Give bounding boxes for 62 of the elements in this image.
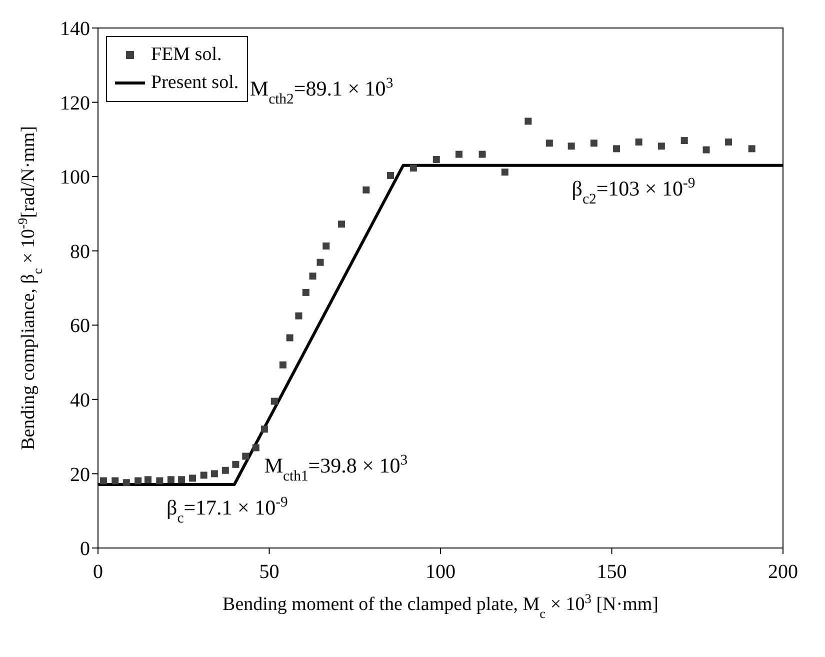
point bbox=[322, 242, 330, 250]
point bbox=[546, 140, 553, 147]
point bbox=[178, 476, 186, 484]
annotation: β$_{c2}$=103 × 10$^{-9}$ bbox=[572, 175, 696, 208]
y-tick-label: 120 bbox=[60, 92, 90, 114]
point bbox=[702, 146, 710, 154]
point bbox=[295, 312, 302, 320]
point bbox=[748, 145, 756, 152]
annotation: M$_{cth2}$=89.1 × 10$^{3}$ bbox=[250, 75, 394, 108]
point bbox=[156, 477, 164, 484]
x-axis-title: Bending moment of the clamped plate, M$_{c}$ × 10$^{3}$ [N·mm] bbox=[222, 590, 658, 620]
x-tick-label: 50 bbox=[259, 561, 280, 584]
point bbox=[252, 444, 260, 452]
y-tick-label: 40 bbox=[70, 390, 90, 412]
point bbox=[362, 186, 370, 194]
point bbox=[302, 288, 310, 296]
point bbox=[189, 474, 196, 482]
annotation: M$_{cth1}$=39.8 × 10$^{3}$ bbox=[264, 452, 408, 484]
y-tick-label: 100 bbox=[60, 166, 90, 189]
point bbox=[386, 172, 394, 179]
y-tick-label: 60 bbox=[70, 315, 90, 338]
point bbox=[144, 476, 152, 484]
point bbox=[725, 138, 732, 146]
x-tick-label: 150 bbox=[596, 561, 627, 584]
point bbox=[613, 145, 620, 152]
point bbox=[635, 138, 642, 146]
point bbox=[167, 476, 174, 484]
annotation: β$_{c}$=17.1 × 10$^{-9}$ bbox=[166, 494, 288, 526]
point bbox=[122, 479, 130, 486]
y-tick-label: 0 bbox=[80, 538, 90, 560]
point bbox=[478, 150, 486, 158]
point bbox=[232, 460, 240, 468]
legend-label: FEM sol. bbox=[151, 43, 222, 67]
point bbox=[455, 150, 462, 158]
point bbox=[279, 361, 286, 368]
point bbox=[222, 466, 229, 474]
y-tick-label: 20 bbox=[70, 464, 90, 486]
point bbox=[568, 142, 575, 150]
point bbox=[410, 164, 417, 172]
point bbox=[501, 168, 508, 176]
point bbox=[316, 258, 324, 266]
point bbox=[524, 118, 532, 125]
legend-label: Present sol. bbox=[151, 71, 239, 95]
point bbox=[658, 142, 665, 150]
x-tick-label: 200 bbox=[768, 561, 798, 584]
point bbox=[338, 220, 346, 228]
point bbox=[590, 140, 598, 147]
point bbox=[260, 426, 268, 433]
y-tick-label: 80 bbox=[70, 240, 90, 263]
point bbox=[286, 334, 294, 342]
x-tick-label: 100 bbox=[426, 561, 456, 584]
point bbox=[200, 472, 208, 479]
point bbox=[242, 452, 250, 460]
point bbox=[270, 398, 278, 405]
point bbox=[134, 477, 142, 484]
point bbox=[309, 272, 316, 280]
point bbox=[680, 137, 688, 144]
point bbox=[112, 477, 119, 484]
point bbox=[100, 477, 107, 484]
y-tick-label: 140 bbox=[60, 18, 90, 40]
point bbox=[210, 470, 218, 478]
point bbox=[432, 156, 440, 163]
